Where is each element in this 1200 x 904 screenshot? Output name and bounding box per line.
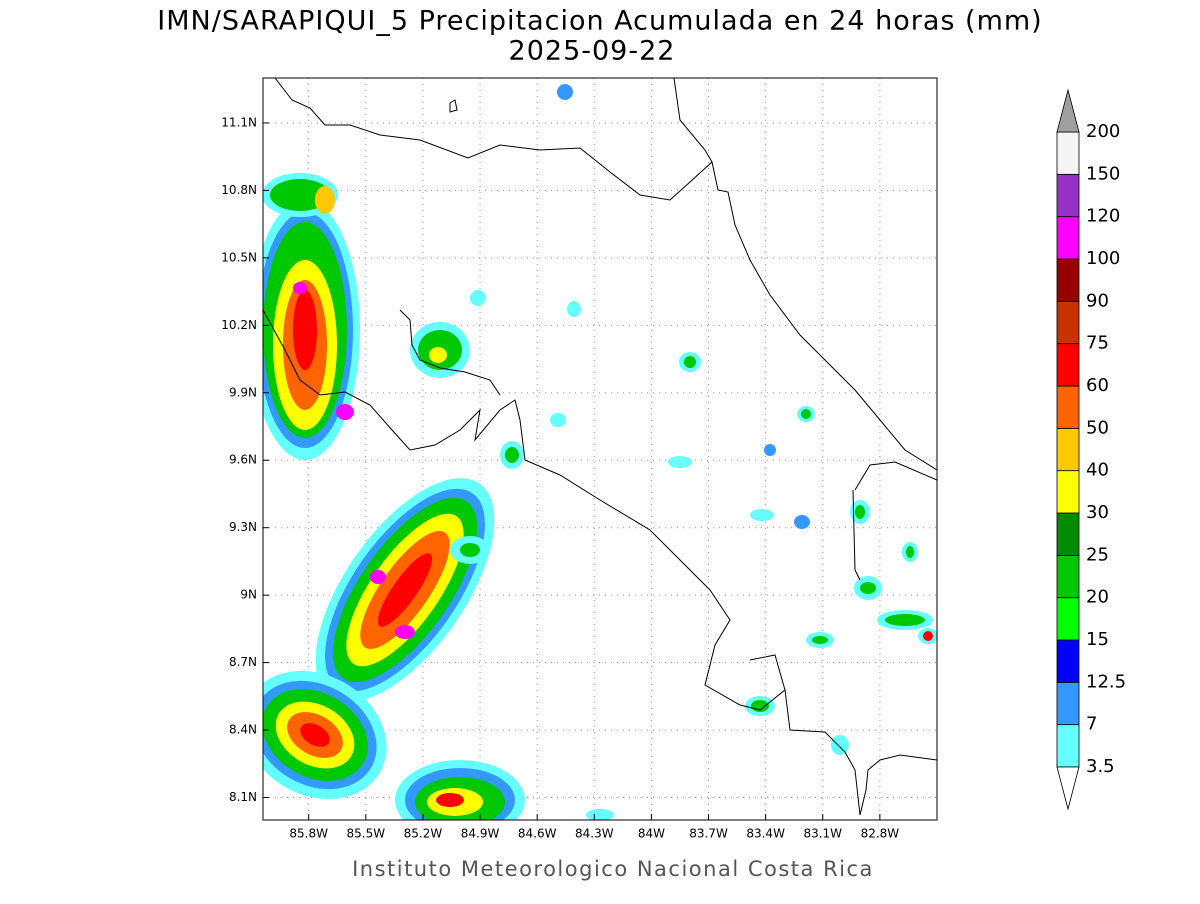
x-tick-label: 84.6W [518, 827, 557, 841]
colorbar-label: 90 [1086, 290, 1109, 311]
colorbar-label: 50 [1086, 417, 1109, 438]
x-tick-label: 85.8W [289, 827, 328, 841]
precip-peak [395, 625, 415, 639]
colorbar-label: 40 [1086, 460, 1109, 481]
y-tick-label: 9.6N [229, 453, 257, 467]
x-tick-label: 83.7W [689, 827, 728, 841]
colorbar-label: 7 [1086, 714, 1097, 735]
precip-field [220, 84, 938, 840]
colorbar-label: 200 [1086, 121, 1120, 142]
colorbar-segment [1057, 344, 1079, 386]
x-tick-label: 84.9W [461, 827, 500, 841]
colorbar-segment [1057, 725, 1079, 767]
colorbar-label: 75 [1086, 333, 1109, 354]
colorbar-under [1057, 767, 1079, 809]
y-tick-label: 9N [240, 588, 257, 602]
colorbar-segment [1057, 301, 1079, 343]
colorbar-segment [1057, 471, 1079, 513]
colorbar-label: 12.5 [1086, 671, 1126, 692]
y-tick-label: 9.9N [229, 385, 257, 399]
y-tick-label: 11.1N [221, 115, 257, 129]
colorbar-over [1057, 90, 1079, 132]
y-tick-label: 10.5N [221, 250, 257, 264]
x-tick-label: 82.8W [861, 827, 900, 841]
x-tick-label: 85.5W [347, 827, 386, 841]
colorbar: 3.5 7 12.5 15 20 25 30 40 50 60 75 90 100 120 150 200 [1057, 90, 1126, 809]
colorbar-label: 30 [1086, 502, 1109, 523]
x-tick-label: 85.2W [404, 827, 443, 841]
colorbar-label: 3.5 [1086, 756, 1115, 777]
map-figure: IMN/SARAPIQUI_5 Precipitacion Acumulada … [0, 0, 1200, 900]
x-tick-label: 83.1W [803, 827, 842, 841]
colorbar-segment [1057, 428, 1079, 470]
colorbar-segment [1057, 132, 1079, 174]
y-tick-label: 10.2N [221, 318, 257, 332]
precip-peak [370, 570, 386, 584]
title: IMN/SARAPIQUI_5 Precipitacion Acumulada … [157, 6, 1042, 37]
colorbar-label: 20 [1086, 587, 1109, 608]
colorbar-label: 100 [1086, 248, 1120, 269]
colorbar-segment [1057, 513, 1079, 555]
x-tick-label: 84W [638, 827, 665, 841]
colorbar-segment [1057, 598, 1079, 640]
colorbar-label: 60 [1086, 375, 1109, 396]
x-tick-label: 83.4W [746, 827, 785, 841]
colorbar-segment [1057, 217, 1079, 259]
y-tick-label: 10.8N [221, 183, 257, 197]
colorbar-label: 15 [1086, 629, 1109, 650]
colorbar-segment [1057, 682, 1079, 724]
colorbar-label: 25 [1086, 544, 1109, 565]
colorbar-label: 120 [1086, 206, 1120, 227]
precip-cluster [410, 84, 938, 821]
footer: Instituto Meteorologico Nacional Costa R… [352, 857, 874, 881]
y-tick-label: 9.3N [229, 520, 257, 534]
colorbar-segment [1057, 174, 1079, 216]
colorbar-segment [1057, 386, 1079, 428]
colorbar-label: 150 [1086, 163, 1120, 184]
colorbar-segment [1057, 640, 1079, 682]
colorbar-segment [1057, 555, 1079, 597]
y-tick-label: 8.4N [229, 723, 257, 737]
y-tick-label: 8.1N [229, 790, 257, 804]
x-tick-label: 84.3W [575, 827, 614, 841]
y-tick-label: 8.7N [229, 655, 257, 669]
colorbar-segment [1057, 259, 1079, 301]
date: 2025-09-22 [509, 36, 676, 67]
